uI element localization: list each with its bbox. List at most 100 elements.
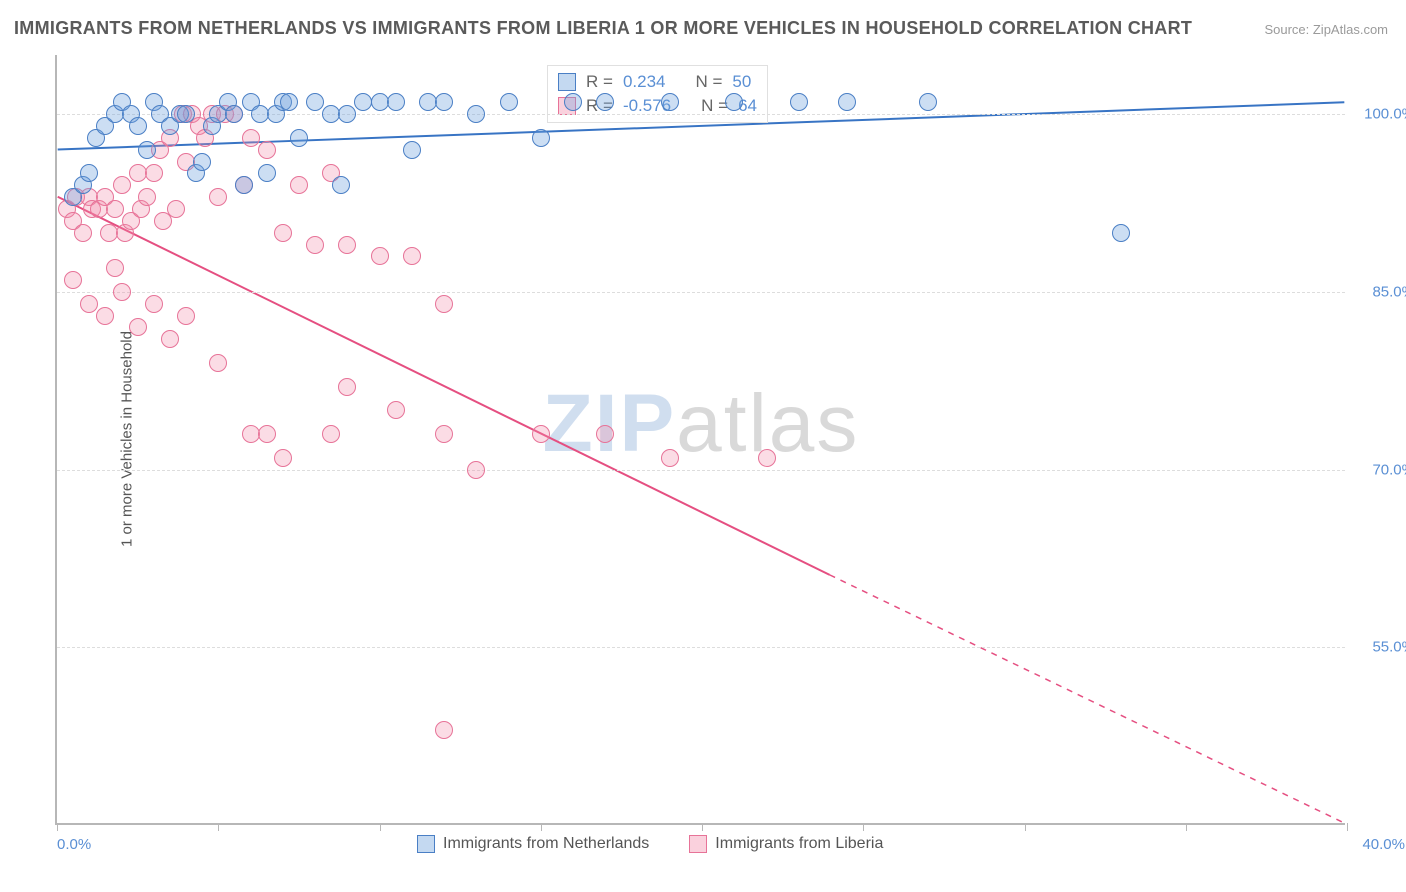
data-point bbox=[258, 164, 276, 182]
data-point bbox=[564, 93, 582, 111]
gridline bbox=[57, 292, 1345, 293]
data-point bbox=[258, 141, 276, 159]
x-tick bbox=[57, 823, 58, 831]
data-point bbox=[209, 354, 227, 372]
data-point bbox=[138, 188, 156, 206]
chart-plot-area: 1 or more Vehicles in Household ZIPatlas… bbox=[55, 55, 1345, 825]
data-point bbox=[1112, 224, 1130, 242]
data-point bbox=[113, 283, 131, 301]
data-point bbox=[225, 105, 243, 123]
data-point bbox=[161, 330, 179, 348]
gridline bbox=[57, 470, 1345, 471]
data-point bbox=[332, 176, 350, 194]
data-point bbox=[274, 449, 292, 467]
data-point bbox=[500, 93, 518, 111]
data-point bbox=[532, 425, 550, 443]
x-axis-min-label: 0.0% bbox=[57, 836, 91, 853]
r-value: 0.234 bbox=[623, 72, 666, 92]
data-point bbox=[322, 425, 340, 443]
data-point bbox=[235, 176, 253, 194]
r-label: R = bbox=[586, 72, 613, 92]
data-point bbox=[338, 236, 356, 254]
data-point bbox=[290, 176, 308, 194]
x-tick bbox=[218, 823, 219, 831]
data-point bbox=[80, 295, 98, 313]
n-label: N = bbox=[695, 72, 722, 92]
swatch-icon bbox=[417, 835, 435, 853]
x-tick bbox=[1186, 823, 1187, 831]
trend-line bbox=[58, 197, 830, 575]
x-axis-max-label: 40.0% bbox=[1362, 836, 1405, 853]
data-point bbox=[725, 93, 743, 111]
data-point bbox=[113, 176, 131, 194]
data-point bbox=[661, 93, 679, 111]
legend: Immigrants from Netherlands Immigrants f… bbox=[417, 835, 883, 853]
data-point bbox=[435, 425, 453, 443]
n-label: N = bbox=[701, 96, 728, 116]
data-point bbox=[129, 117, 147, 135]
data-point bbox=[258, 425, 276, 443]
data-point bbox=[106, 200, 124, 218]
y-tick-label: 70.0% bbox=[1355, 461, 1406, 478]
data-point bbox=[145, 164, 163, 182]
legend-item: Immigrants from Liberia bbox=[689, 835, 883, 853]
data-point bbox=[838, 93, 856, 111]
data-point bbox=[80, 164, 98, 182]
data-point bbox=[242, 129, 260, 147]
data-point bbox=[435, 295, 453, 313]
data-point bbox=[919, 93, 937, 111]
data-point bbox=[193, 153, 211, 171]
data-point bbox=[96, 307, 114, 325]
data-point bbox=[129, 318, 147, 336]
chart-title: IMMIGRANTS FROM NETHERLANDS VS IMMIGRANT… bbox=[14, 18, 1192, 39]
data-point bbox=[106, 259, 124, 277]
data-point bbox=[145, 295, 163, 313]
x-tick bbox=[541, 823, 542, 831]
data-point bbox=[64, 271, 82, 289]
data-point bbox=[435, 93, 453, 111]
data-point bbox=[274, 224, 292, 242]
data-point bbox=[758, 449, 776, 467]
y-tick-label: 100.0% bbox=[1355, 106, 1406, 123]
x-tick bbox=[1025, 823, 1026, 831]
legend-label: Immigrants from Liberia bbox=[715, 835, 883, 853]
data-point bbox=[290, 129, 308, 147]
data-point bbox=[209, 188, 227, 206]
data-point bbox=[167, 200, 185, 218]
data-point bbox=[467, 461, 485, 479]
data-point bbox=[371, 247, 389, 265]
data-point bbox=[387, 401, 405, 419]
data-point bbox=[280, 93, 298, 111]
x-tick bbox=[702, 823, 703, 831]
data-point bbox=[177, 307, 195, 325]
data-point bbox=[387, 93, 405, 111]
data-point bbox=[177, 105, 195, 123]
data-point bbox=[790, 93, 808, 111]
data-point bbox=[338, 378, 356, 396]
n-value: 50 bbox=[732, 72, 751, 92]
data-point bbox=[306, 93, 324, 111]
legend-label: Immigrants from Netherlands bbox=[443, 835, 649, 853]
x-tick bbox=[1347, 823, 1348, 831]
data-point bbox=[532, 129, 550, 147]
data-point bbox=[306, 236, 324, 254]
data-point bbox=[338, 105, 356, 123]
data-point bbox=[596, 425, 614, 443]
source-attribution: Source: ZipAtlas.com bbox=[1264, 22, 1388, 37]
data-point bbox=[661, 449, 679, 467]
data-point bbox=[596, 93, 614, 111]
y-tick-label: 85.0% bbox=[1355, 283, 1406, 300]
gridline bbox=[57, 647, 1345, 648]
data-point bbox=[403, 141, 421, 159]
data-point bbox=[467, 105, 485, 123]
swatch-icon bbox=[689, 835, 707, 853]
y-tick-label: 55.0% bbox=[1355, 639, 1406, 656]
data-point bbox=[403, 247, 421, 265]
legend-item: Immigrants from Netherlands bbox=[417, 835, 649, 853]
data-point bbox=[138, 141, 156, 159]
stats-row: R = 0.234 N = 50 bbox=[558, 70, 757, 94]
x-tick bbox=[863, 823, 864, 831]
swatch-icon bbox=[558, 73, 576, 91]
trend-line bbox=[830, 575, 1345, 823]
x-tick bbox=[380, 823, 381, 831]
